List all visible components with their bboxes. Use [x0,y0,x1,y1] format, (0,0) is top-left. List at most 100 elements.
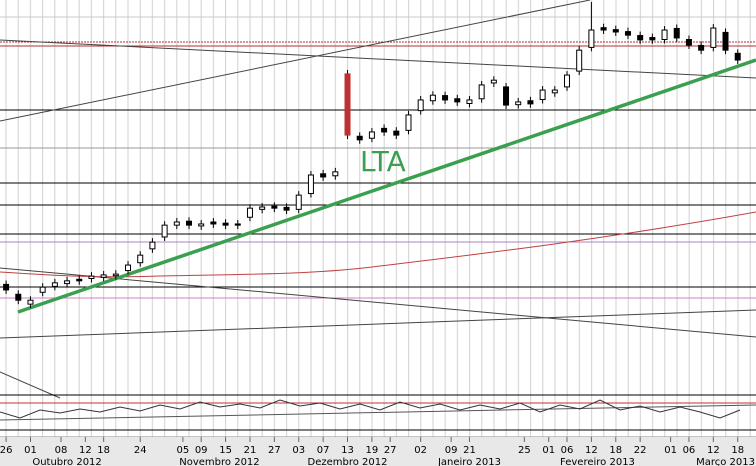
x-tick-label: 27 [384,445,397,456]
x-tick-label: 15 [219,445,232,456]
grid [0,0,756,437]
candle-body [381,127,388,133]
candle-body [637,35,644,41]
candle-body [539,89,546,101]
reference-lines [0,0,756,431]
x-tick-label: 01 [664,445,677,456]
candle-body [222,222,229,226]
x-tick-label: 01 [542,445,555,456]
candle-body [88,275,95,279]
x-tick-label: 12 [585,445,598,456]
candle-body [100,274,107,278]
x-tick-label: 09 [445,445,458,456]
candle-body [454,98,461,103]
x-tick-label: 12 [707,445,720,456]
x-tick-label: 05 [177,445,190,456]
x-tick-label: 24 [134,445,147,456]
candle-body [271,205,278,209]
x-tick-label: 12 [79,445,92,456]
month-label: Janeiro 2013 [437,457,501,466]
candle-body [76,278,83,282]
x-tick-label: 08 [55,445,68,456]
x-tick-label: 06 [683,445,696,456]
candle-body [466,99,473,104]
candle-body [173,221,180,226]
candle-body [600,27,607,31]
candle-body [15,293,22,301]
x-tick-label: 19 [366,445,379,456]
annotation: LTA [360,145,406,178]
candle-body [3,283,10,291]
month-label: Outubro 2012 [32,457,101,466]
x-tick-label: 21 [244,445,257,456]
x-tick-label: 26 [0,445,12,456]
candle-body [612,29,619,33]
candle-body [51,282,58,287]
trend-line [17,58,756,314]
x-tick-label: 09 [195,445,208,456]
month-label: Novembro 2012 [179,457,259,466]
candle-body [515,101,522,106]
candle-body [698,44,705,51]
x-tick-label: 25 [518,445,531,456]
candle-body [295,194,302,210]
x-tick-label: 27 [268,445,281,456]
x-tick-label: 02 [414,445,427,456]
candle-body [503,86,510,106]
x-tick-label: 13 [341,445,354,456]
candle-body [149,241,156,250]
candle-body [551,89,558,94]
candle-body [259,206,266,210]
candle-body [307,174,314,195]
month-label: Fevereiro 2013 [560,457,635,466]
candle-body [734,52,741,61]
x-tick-label: 18 [731,445,744,456]
candle-body [246,207,253,218]
candle-body [112,273,119,277]
candle-body [283,206,290,211]
x-tick-label: 18 [609,445,622,456]
x-tick-label: 07 [317,445,330,456]
candle-body [442,95,449,101]
candle-body [368,131,375,139]
candle-body [661,29,668,40]
candle-body [405,114,412,131]
candle-body [417,99,424,112]
candle-body [125,264,132,272]
candle-body [320,173,327,178]
x-tick-label: 22 [634,445,647,456]
candle-body [576,49,583,72]
candle-body [710,27,717,48]
candle-body [722,31,729,51]
candle-body [356,135,363,141]
candle-body [527,100,534,105]
x-tick-label: 03 [292,445,305,456]
candle-body [429,94,436,102]
month-label: Dezembro 2012 [308,457,388,466]
candle-body [186,220,192,226]
candle-body [39,286,46,293]
month-label: Março 2013 [696,457,755,466]
x-tick-label: 01 [24,445,37,456]
candle-body [234,223,241,226]
candle-body [490,79,497,84]
axis-band [0,437,756,466]
candle-body [137,254,144,264]
candle-body [564,74,570,88]
candle-body [198,223,205,227]
candle-body [210,221,217,225]
candle-body [332,171,339,177]
candle-body [27,299,34,305]
candle-body [588,29,595,48]
x-tick-label: 18 [97,445,110,456]
candle-body [344,73,351,136]
candle-body [64,280,71,285]
candle-body [393,130,400,136]
candle-body [624,31,631,36]
x-tick-label: 21 [463,445,476,456]
candle-body [649,37,656,41]
candle-body [685,39,692,46]
candle-body [673,27,680,39]
candle-body [161,224,168,238]
